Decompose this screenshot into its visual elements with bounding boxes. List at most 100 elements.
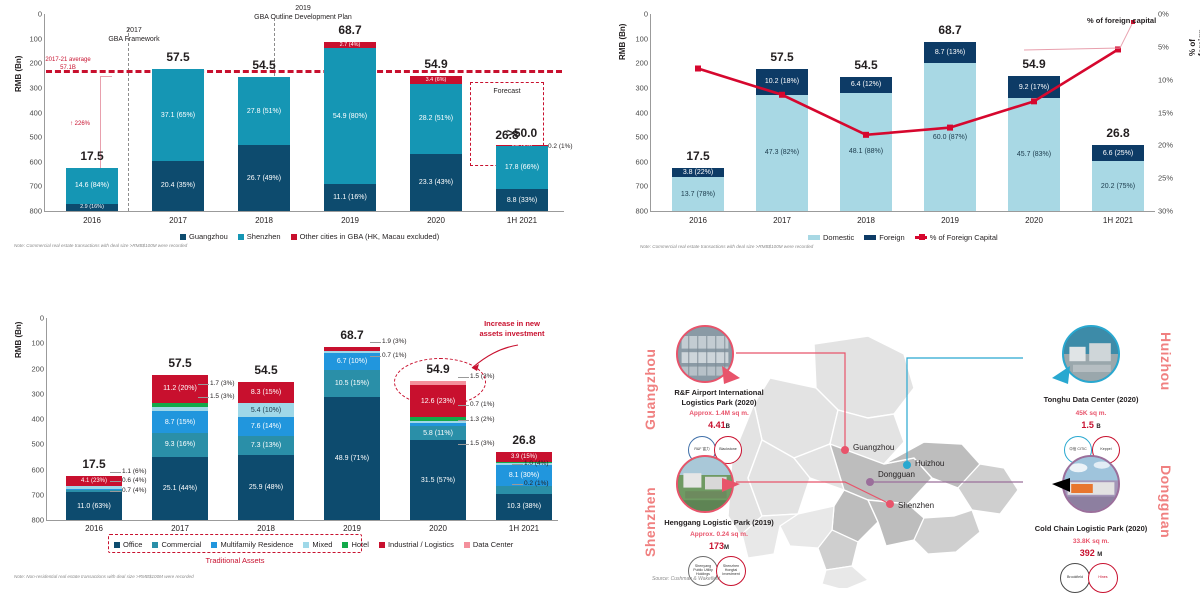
deal-title-rf-airport: R&F Airport International Logistics Park… — [674, 388, 764, 408]
deal-title-cold-chain: Cold Chain Logistic Park (2020) — [1034, 524, 1148, 533]
leader-line — [370, 342, 381, 343]
increase-highlight-ellipse — [394, 358, 486, 406]
segment-commercial: 5.8 (11%) — [410, 425, 466, 441]
map-panel-gba-deals: Guangzhou Shenzhen Huizhou Dongguan — [600, 300, 1200, 600]
legend-item-office: Office — [114, 540, 142, 549]
bar-2019: 48.9 (71%) 10.5 (15%) 6.7 (10%) — [324, 300, 380, 520]
legend-label: Data Center — [472, 540, 514, 549]
deal-pin-tonghu[interactable] — [1062, 325, 1120, 383]
era-divider-2017 — [128, 28, 129, 211]
outside-label-2020-2: 1.3 (2%) — [470, 416, 495, 423]
map-source: Source: Cushman & Wakefield — [652, 576, 720, 582]
deal-area-rf-airport: Approx. 1.4M sq m. — [689, 410, 749, 417]
chart-gba-capital-source: RMB (Bn) % of foreign capital 0100200300… — [600, 0, 1200, 300]
leader-line — [458, 405, 469, 406]
outside-label-1H-2021-0: 1.0 (4%) — [524, 460, 549, 467]
outside-label-2019-0: 1.9 (3%) — [382, 338, 407, 345]
forecast-label: Forecast — [493, 88, 521, 95]
bar-2016: 2.9 (16%) 14.6 (84%) — [66, 0, 118, 211]
deal-value-unit-tonghu: B — [1096, 424, 1101, 430]
annotation-2019-gba-outline: 2019 GBA Outline Development Plan — [218, 5, 388, 23]
total-2019: 68.7 — [938, 22, 962, 37]
leader-line — [110, 481, 121, 482]
legend-swatch — [114, 541, 120, 548]
legend-item-industrial-logistics: Industrial / Logistics — [378, 540, 454, 549]
y-tick: 400 — [29, 108, 42, 117]
segment-guangzhou: 20.4 (35%) — [152, 160, 204, 211]
legend-item-shenzhen: Shenzhen — [237, 232, 281, 241]
y-tick: 700 — [31, 490, 44, 500]
legend-swatch — [303, 541, 310, 548]
bar-1H-2021: 20.2 (75%) 6.6 (25%) — [1092, 0, 1144, 211]
segment-other: 3.4 (6%) — [410, 75, 462, 85]
x-tick: 2017 — [773, 216, 791, 225]
x-tick: 2016 — [689, 216, 707, 225]
x-tick: 2016 — [83, 216, 101, 225]
segment-office: 10.3 (38%) — [496, 493, 552, 520]
y-tick: 800 — [29, 206, 42, 216]
legend-swatch — [808, 235, 820, 240]
deal-value-number-rf: 4.41 — [708, 420, 726, 430]
outside-label-2017-1: 1.5 (3%) — [210, 393, 235, 400]
line-point-2019 — [947, 124, 953, 131]
segment-multifamily-residence — [66, 488, 122, 491]
legend-item-foreign: Foreign — [864, 233, 905, 242]
y-tick: 800 — [31, 515, 44, 525]
segment-office: 25.9 (48%) — [238, 454, 294, 520]
y-tick: 100 — [29, 34, 42, 44]
bar-2017: 25.1 (44%) 9.3 (16%) 8.7 (15%) 11.2 (20%) — [152, 300, 208, 520]
legend-item-hotel: Hotel — [342, 540, 369, 549]
gba-map-silhouette — [727, 335, 1019, 588]
x-tick: 2017 — [171, 524, 189, 533]
segment-office: 25.1 (44%) — [152, 456, 208, 520]
leader-line — [458, 420, 469, 421]
y-tick: 0 — [643, 9, 648, 19]
segment-domestic: 60.0 (87%) — [924, 63, 976, 211]
y-tick: 20% — [1158, 140, 1174, 150]
deal-investor-logo-henggang-2: Shenzhen Hongtai Investment — [716, 556, 746, 586]
segment-commercial: 9.3 (16%) — [152, 433, 208, 457]
legend-swatch — [237, 233, 244, 240]
note-tl: Note: Commercial real estate transaction… — [14, 243, 188, 248]
legend-label: Shenzhen — [246, 232, 281, 241]
y-tick: 100 — [635, 34, 648, 44]
segment-commercial — [496, 485, 552, 494]
increase-callout-arrow — [471, 344, 519, 371]
city-dot-shenzhen — [886, 500, 894, 508]
deal-pin-tail-tonghu — [1052, 366, 1070, 384]
y-tick: 600 — [635, 157, 648, 167]
total-1H-2021: >50.0 — [506, 126, 538, 140]
y-tick: 600 — [29, 157, 42, 167]
x-tick: 2020 — [1025, 216, 1043, 225]
segment-industrial-logistics: 3.9 (15%) — [496, 452, 552, 463]
chart-gba-asset-class: RMB (Bn) 0 100 200 300 400 500 600 700 800 11.0 … — [0, 300, 600, 600]
legend-label: Industrial / Logistics — [387, 540, 454, 549]
callout-leader-tip — [1131, 20, 1135, 24]
y-tick: 500 — [31, 439, 44, 449]
legend-item-commercial: Commercial — [152, 540, 201, 549]
deal-pin-rf-airport[interactable] — [676, 325, 734, 383]
legend-tr: Domestic Foreign % of Foreign Capital — [808, 233, 998, 242]
y-tick: 200 — [635, 58, 648, 68]
cold-chain-photo-icon — [1064, 457, 1118, 511]
segment-mixed — [324, 351, 380, 354]
y-tick: 0 — [39, 313, 44, 323]
x-tick: 2018 — [257, 524, 275, 533]
deal-value-number-cold: 392 — [1079, 548, 1095, 558]
outside-label-2017-0: 1.7 (3%) — [210, 380, 235, 387]
segment-guangzhou: 23.3 (43%) — [410, 153, 462, 211]
y-tick: 10% — [1158, 75, 1174, 85]
segment-shenzhen: 17.8 (66%) — [496, 145, 548, 190]
deal-value-unit-henggang: M — [724, 545, 730, 551]
segment-office: 48.9 (71%) — [324, 396, 380, 520]
legend-tl: Guangzhou Shenzhen Other cities in GBA (HK… — [180, 232, 439, 241]
y-tick: 800 — [635, 206, 648, 216]
bar-1H-2021: 10.3 (38%) 8.1 (30%) 3.9 (15%) — [496, 300, 552, 520]
region-label-dongguan: Dongguan — [1158, 465, 1174, 539]
bar-2018: 26.7 (49%) 27.8 (51%) — [238, 0, 290, 211]
deal-value-tonghu: 1.5 B — [1012, 420, 1170, 430]
bar-2020: 45.7 (83%) 9.2 (17%) — [1008, 0, 1060, 211]
deal-investor-logo-henggang-1: Shenyang Public Utility Holdings — [688, 556, 718, 586]
segment-multifamily-residence: 8.1 (30%) — [496, 465, 552, 486]
outside-label-2016-0: 1.1 (6%) — [122, 468, 147, 475]
